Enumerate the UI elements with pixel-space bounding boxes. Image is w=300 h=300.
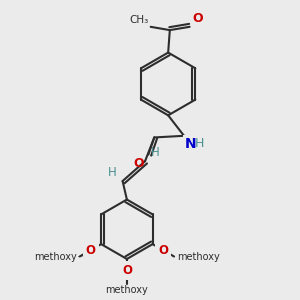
Text: O: O [134, 157, 144, 170]
Text: O: O [86, 244, 96, 256]
Text: O: O [158, 244, 168, 256]
Text: H: H [108, 166, 117, 179]
Text: methoxy: methoxy [78, 256, 84, 257]
Text: CH₃: CH₃ [129, 15, 149, 25]
Text: H: H [151, 146, 160, 159]
Text: O: O [122, 264, 132, 278]
Text: methoxy: methoxy [34, 251, 77, 262]
Text: H: H [195, 137, 204, 150]
Text: methoxy: methoxy [177, 251, 220, 262]
Text: N: N [185, 137, 196, 151]
Text: O: O [192, 12, 203, 25]
Text: methoxy: methoxy [106, 285, 148, 296]
